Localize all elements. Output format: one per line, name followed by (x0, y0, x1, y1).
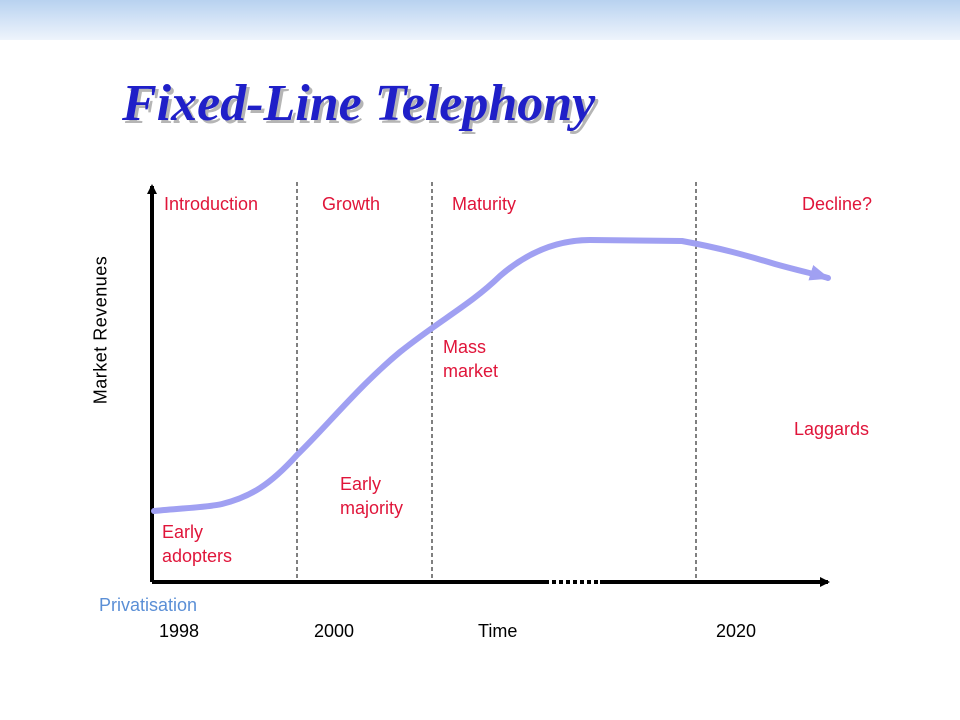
label-early-majority-line2: majority (340, 498, 404, 518)
x-tick-2020: 2020 (716, 621, 757, 641)
y-axis-label: Market Revenues (90, 255, 111, 405)
x-tick-1998: 1998 (159, 621, 200, 641)
phase-label-growth: Growth (322, 194, 381, 214)
label-early-majority-line1: Early (340, 474, 382, 494)
lifecycle-curve (151, 237, 831, 514)
label-mass-market-line2: market (443, 361, 499, 381)
phase-label-maturity: Maturity (452, 194, 517, 214)
label-laggards: Laggards (794, 419, 870, 439)
x-axis-label: Time (478, 621, 518, 641)
event-label-privatisation: Privatisation (99, 595, 198, 615)
label-early-adopters-line2: adopters (162, 546, 233, 566)
phase-label-introduction: Introduction (164, 194, 259, 214)
phase-label-decline: Decline? (802, 194, 873, 214)
label-mass-market-line1: Mass (443, 337, 487, 357)
label-early-majority: Early majority (340, 472, 403, 520)
x-tick-2000: 2000 (314, 621, 355, 641)
slide-title: Fixed-Line Telephony (122, 75, 596, 132)
header-band (0, 0, 960, 40)
label-early-adopters-line1: Early (162, 522, 204, 542)
label-mass-market: Mass market (443, 335, 498, 383)
label-early-adopters: Early adopters (162, 520, 232, 568)
